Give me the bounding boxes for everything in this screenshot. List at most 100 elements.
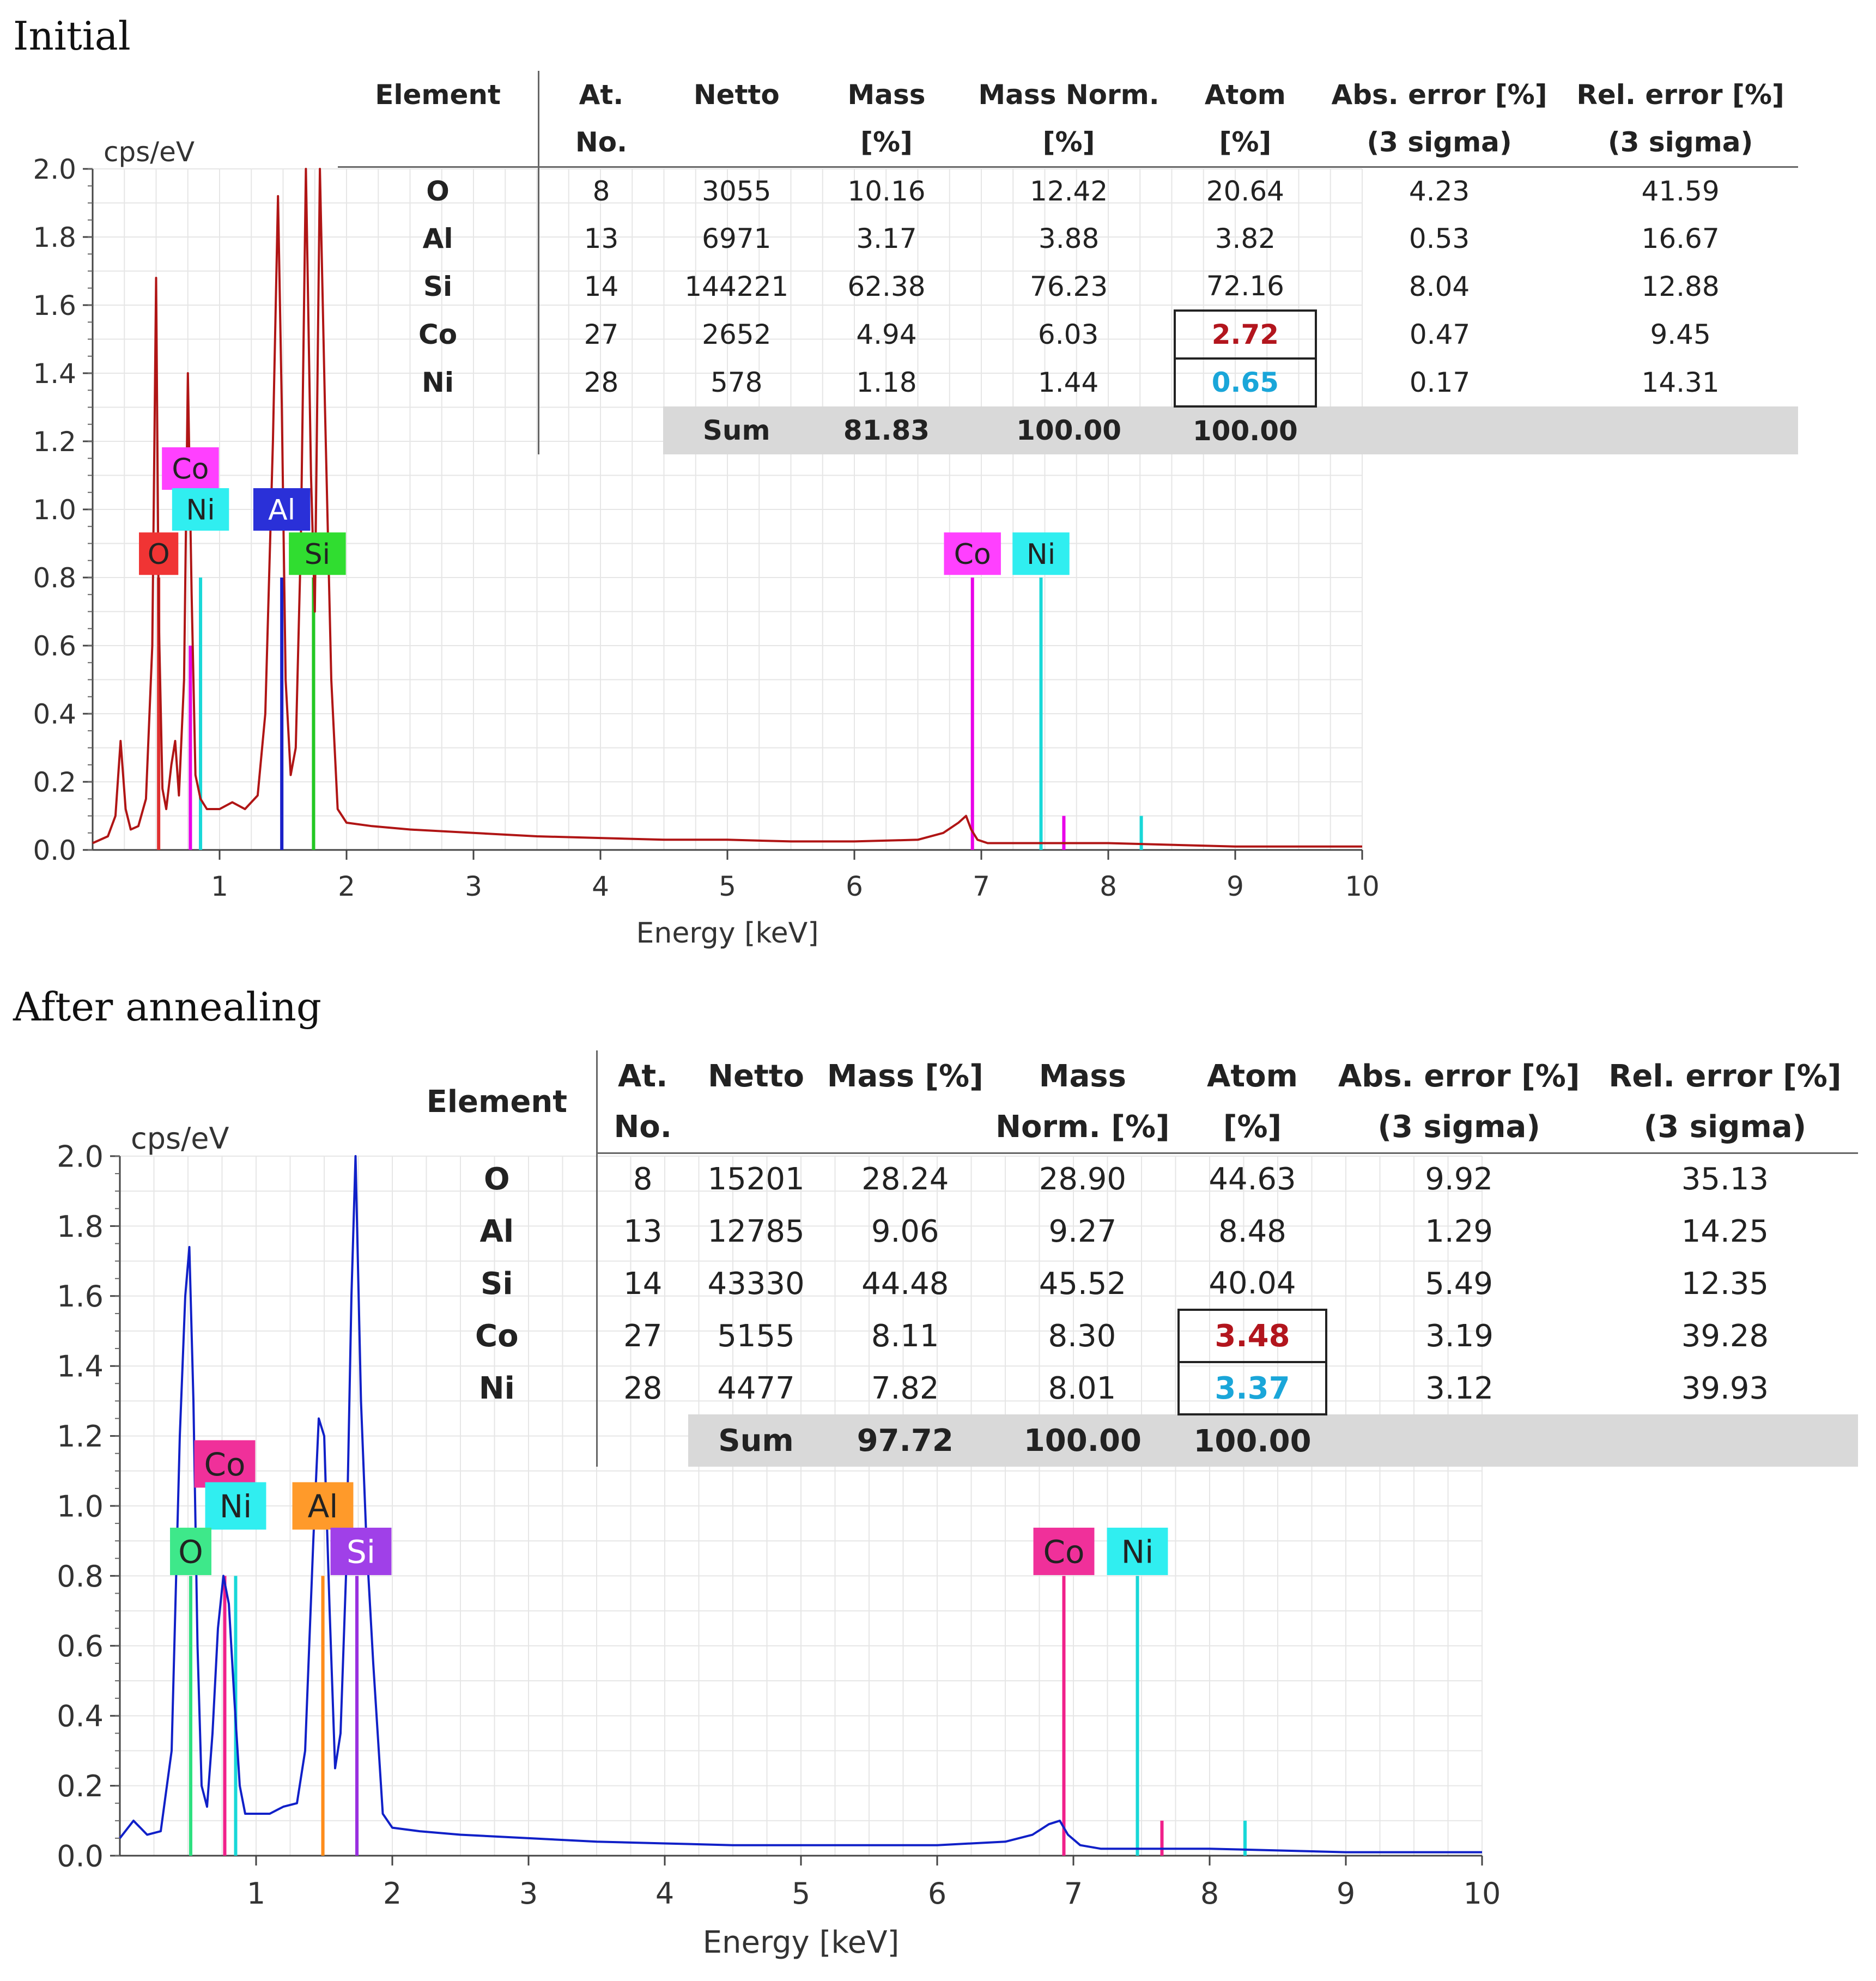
cell-atom: 3.82 bbox=[1215, 223, 1276, 254]
cell-atom: 20.64 bbox=[1206, 175, 1284, 207]
x-tick-label: 7 bbox=[973, 871, 990, 902]
y-tick-label: 0.4 bbox=[33, 698, 76, 730]
sum-label: Sum bbox=[663, 406, 810, 454]
header-atom-2: [%] bbox=[1174, 119, 1316, 168]
y-tick-label: 0.2 bbox=[57, 1769, 104, 1803]
table-row: Si 14 43330 44.48 45.52 40.04 5.49 12.35 bbox=[398, 1257, 1858, 1310]
element-label-box bbox=[1012, 532, 1070, 575]
table-row: Ni 28 4477 7.82 8.01 3.37 3.12 39.93 bbox=[398, 1361, 1858, 1415]
cell-element: Al bbox=[398, 1205, 598, 1257]
element-label-co: Co bbox=[1033, 1527, 1095, 1575]
cell-abserr: 0.17 bbox=[1409, 367, 1471, 398]
sum-label: Sum bbox=[688, 1414, 824, 1467]
x-tick-label: 3 bbox=[519, 1876, 538, 1911]
cell-massnorm: 76.23 bbox=[1030, 271, 1108, 302]
x-tick-label: 9 bbox=[1337, 1876, 1355, 1911]
cell-relerr: 12.35 bbox=[1681, 1266, 1769, 1302]
y-tick-label: 0.8 bbox=[33, 562, 76, 594]
y-tick-label: 2.0 bbox=[57, 1139, 104, 1174]
x-tick-label: 1 bbox=[247, 1876, 265, 1911]
cell-massnorm: 9.27 bbox=[1048, 1213, 1117, 1249]
sum-mass: 97.72 bbox=[824, 1414, 987, 1467]
y-tick-label: 1.8 bbox=[33, 222, 76, 253]
table-row: Ni 28 578 1.18 1.44 0.65 0.17 14.31 bbox=[338, 357, 1798, 408]
y-tick-label: 1.4 bbox=[57, 1350, 104, 1384]
element-label-text: Si bbox=[347, 1533, 375, 1570]
cell-abserr: 5.49 bbox=[1425, 1266, 1493, 1302]
y-tick-label: 0.0 bbox=[33, 835, 76, 866]
cell-element: Si bbox=[338, 263, 540, 311]
element-label-co: Co bbox=[194, 1440, 256, 1488]
x-tick-label: 4 bbox=[592, 871, 609, 902]
cell-mass: 8.11 bbox=[871, 1318, 939, 1354]
element-label-o: O bbox=[139, 532, 179, 575]
header-massnorm: Mass bbox=[1039, 1058, 1126, 1094]
header-relerr-2: (3 sigma) bbox=[1592, 1102, 1858, 1154]
element-label-al: Al bbox=[253, 488, 311, 531]
cell-netto: 2652 bbox=[702, 319, 772, 350]
cell-atom: 40.04 bbox=[1209, 1265, 1296, 1301]
cell-abserr: 0.47 bbox=[1409, 319, 1471, 350]
table-row: Co 27 5155 8.11 8.30 3.48 3.19 39.28 bbox=[398, 1309, 1858, 1363]
y-axis-label: cps/eV bbox=[131, 1121, 229, 1156]
cell-atno: 13 bbox=[584, 223, 619, 254]
y-tick-label: 1.0 bbox=[33, 494, 76, 526]
element-label-ni: Ni bbox=[1012, 532, 1070, 575]
y-tick-label: 1.6 bbox=[33, 290, 76, 321]
cell-atom: 3.48 bbox=[1177, 1309, 1327, 1363]
cell-netto: 6971 bbox=[702, 223, 772, 254]
spectrum-chart-initial: 0.0 0.2 0.4 0.6 0.8 1.0 1.2 1.4 1.6 1.8 2.0 1 2 3 4 5 6 7… bbox=[33, 136, 1379, 950]
cell-atom: 44.63 bbox=[1209, 1162, 1296, 1198]
header-relerr: Rel. error [%] bbox=[1608, 1058, 1842, 1094]
x-tick-label: 5 bbox=[792, 1876, 810, 1911]
header-element-2 bbox=[338, 119, 540, 168]
header-element: Element bbox=[338, 71, 540, 119]
sum-mass: 81.83 bbox=[810, 406, 963, 454]
cell-mass: 3.17 bbox=[856, 223, 917, 254]
x-tick-label: 10 bbox=[1464, 1876, 1501, 1911]
element-label-box bbox=[162, 447, 219, 490]
element-label-ni: Ni bbox=[1107, 1527, 1168, 1575]
element-label-box bbox=[139, 532, 179, 575]
header-element: Element bbox=[398, 1050, 598, 1153]
cell-atom: 72.16 bbox=[1206, 270, 1284, 302]
header-atno-2: No. bbox=[538, 119, 663, 168]
spectrum-line bbox=[92, 168, 1362, 848]
element-label-text: Co bbox=[1043, 1533, 1085, 1570]
cell-relerr: 39.28 bbox=[1681, 1318, 1769, 1354]
sum-massnorm: 100.00 bbox=[963, 406, 1175, 454]
cell-relerr: 14.31 bbox=[1641, 367, 1720, 398]
header-atno-2: No. bbox=[597, 1102, 688, 1154]
sum-row: Sum 81.83 100.00 100.00 bbox=[338, 406, 1798, 454]
x-tick-label: 3 bbox=[465, 871, 482, 902]
cell-atno: 27 bbox=[584, 319, 619, 350]
cell-mass: 7.82 bbox=[871, 1370, 939, 1406]
cell-mass: 9.06 bbox=[871, 1213, 939, 1249]
x-axis-label: Energy [keV] bbox=[636, 917, 819, 950]
panel-title: Initial bbox=[13, 13, 131, 59]
element-label-text: Al bbox=[308, 1488, 338, 1525]
table-row: Si 14 144221 62.38 76.23 72.16 8.04 12.88 bbox=[338, 263, 1798, 311]
header-massnorm-2: [%] bbox=[963, 119, 1175, 168]
table-row: Al 13 6971 3.17 3.88 3.82 0.53 16.67 bbox=[338, 215, 1798, 263]
y-tick-label: 1.4 bbox=[33, 358, 76, 390]
cell-atno: 13 bbox=[623, 1213, 663, 1249]
element-label-text: Al bbox=[268, 494, 295, 527]
sum-massnorm: 100.00 bbox=[986, 1414, 1179, 1467]
cell-element: Ni bbox=[338, 358, 540, 406]
cell-abserr: 3.19 bbox=[1425, 1318, 1493, 1354]
y-axis-label: cps/eV bbox=[104, 136, 195, 168]
element-label-text: Co bbox=[204, 1446, 246, 1483]
y-tick-label: 1.6 bbox=[57, 1279, 104, 1314]
sum-row: Sum 97.72 100.00 100.00 bbox=[398, 1414, 1858, 1467]
y-tick-label: 2.0 bbox=[33, 154, 76, 185]
header-mass: Mass [%] bbox=[827, 1058, 983, 1094]
header-atom: Atom bbox=[1204, 79, 1286, 111]
element-label-text: Ni bbox=[1121, 1533, 1154, 1570]
header-abserr: Abs. error [%] bbox=[1338, 1058, 1580, 1094]
spectrum-line bbox=[119, 1155, 1482, 1854]
y-tick-label: 1.8 bbox=[57, 1210, 104, 1244]
cell-abserr: 1.29 bbox=[1425, 1213, 1493, 1249]
header-massnorm-2: Norm. [%] bbox=[986, 1102, 1179, 1154]
header-abserr: Abs. error [%] bbox=[1331, 79, 1547, 111]
